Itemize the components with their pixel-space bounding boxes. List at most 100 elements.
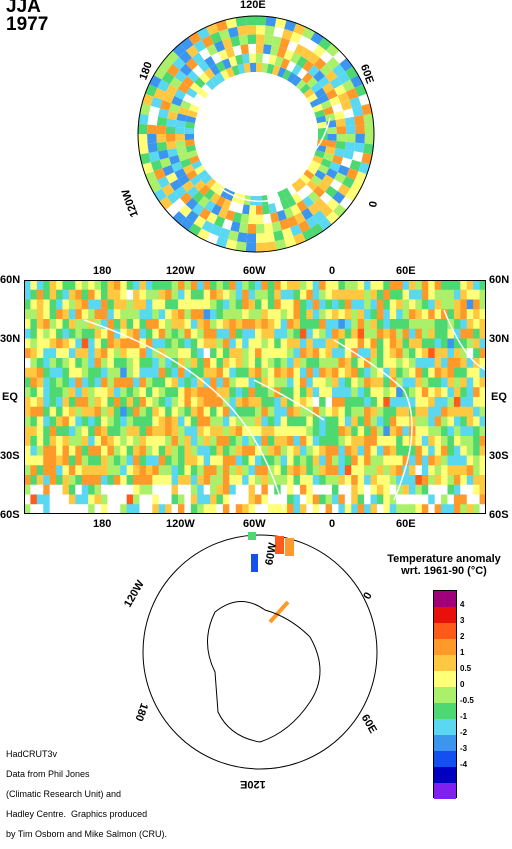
anomaly-cell <box>133 436 140 447</box>
anomaly-cell <box>344 475 352 486</box>
anomaly-cell <box>306 358 314 369</box>
anomaly-cell <box>460 387 468 398</box>
anomaly-cell <box>107 426 115 437</box>
anomaly-cell <box>216 358 224 369</box>
anomaly-cell <box>120 328 128 339</box>
anomaly-cell <box>68 426 76 437</box>
anomaly-cell <box>473 348 480 359</box>
anomaly-cell <box>325 319 333 330</box>
anomaly-cell <box>396 397 403 408</box>
anomaly-cell <box>68 484 76 495</box>
anomaly-cell <box>197 426 205 437</box>
right-lat-30n: 30N <box>489 333 510 345</box>
anomaly-cell <box>235 280 243 291</box>
anomaly-cell <box>370 406 378 417</box>
anomaly-cell <box>24 426 31 437</box>
anomaly-cell <box>177 152 189 162</box>
anomaly-cell <box>447 484 455 495</box>
anomaly-cell <box>107 348 115 359</box>
anomaly-cell <box>203 484 211 495</box>
anomaly-cell <box>357 338 365 349</box>
anomaly-cell <box>133 289 140 300</box>
anomaly-cell <box>222 328 230 339</box>
anomaly-cell <box>152 406 160 417</box>
anomaly-cell <box>49 426 57 437</box>
anomaly-cell <box>280 289 288 300</box>
anomaly-cell <box>107 377 115 388</box>
anomaly-cell <box>441 328 448 339</box>
anomaly-cell <box>197 169 209 180</box>
anomaly-cell <box>280 475 288 486</box>
anomaly-cell <box>314 109 325 118</box>
anomaly-cell <box>337 91 350 104</box>
anomaly-cell <box>267 387 275 398</box>
anomaly-cell <box>428 397 436 408</box>
anomaly-cell <box>30 348 38 359</box>
anomaly-cell <box>139 436 147 447</box>
anomaly-cell <box>198 184 211 196</box>
anomaly-cell <box>325 445 333 456</box>
anomaly-cell <box>344 280 352 291</box>
anomaly-cell <box>351 445 359 456</box>
anomaly-cell <box>274 494 282 505</box>
anomaly-cell <box>276 209 287 222</box>
anomaly-cell <box>342 176 355 189</box>
anomaly-cell <box>447 289 455 300</box>
anomaly-cell <box>303 88 315 99</box>
anomaly-cell <box>24 436 31 447</box>
anomaly-cell <box>36 348 44 359</box>
anomaly-cell <box>339 57 353 72</box>
anomaly-cell <box>101 377 108 388</box>
anomaly-cell <box>402 367 410 378</box>
anomaly-cell <box>267 475 275 486</box>
anomaly-cell <box>396 348 403 359</box>
anomaly-cell <box>447 465 455 476</box>
anomaly-cell <box>453 475 461 486</box>
anomaly-cell <box>210 504 217 514</box>
anomaly-cell <box>68 299 76 310</box>
anomaly-cell <box>344 309 352 320</box>
anomaly-cell <box>120 338 128 349</box>
anomaly-cell <box>319 358 326 369</box>
anomaly-cell <box>370 358 378 369</box>
anomaly-cell <box>210 416 217 427</box>
anomaly-cell <box>24 358 31 369</box>
anomaly-cell <box>184 445 192 456</box>
anomaly-cell <box>56 416 63 427</box>
anomaly-cell <box>319 426 326 437</box>
anomaly-cell <box>310 223 324 237</box>
anomaly-cell <box>68 397 76 408</box>
anomaly-cell <box>351 465 359 476</box>
anomaly-cell <box>357 436 365 447</box>
anomaly-cell <box>222 436 230 447</box>
anomaly-cell <box>306 416 314 427</box>
anomaly-cell <box>306 367 314 378</box>
anomaly-cell <box>453 387 461 398</box>
anomaly-cell <box>434 436 442 447</box>
anomaly-cell <box>262 53 271 64</box>
anomaly-cell <box>293 309 301 320</box>
anomaly-cell <box>276 46 287 59</box>
anomaly-cell <box>193 215 207 229</box>
anomaly-cell <box>274 358 282 369</box>
anomaly-cell <box>229 289 237 300</box>
anomaly-cell <box>286 215 299 228</box>
legend-swatch <box>434 671 456 687</box>
anomaly-cell <box>120 436 128 447</box>
anomaly-cell <box>396 319 403 330</box>
anomaly-cell <box>190 299 198 310</box>
anomaly-cell <box>479 494 486 505</box>
anomaly-cell <box>319 319 326 330</box>
anomaly-cell <box>296 200 308 213</box>
anomaly-cell <box>156 141 168 152</box>
anomaly-cell <box>165 299 172 310</box>
anomaly-cell <box>332 367 339 378</box>
anomaly-cell <box>326 211 340 225</box>
anomaly-cell <box>107 455 115 466</box>
anomaly-cell <box>133 309 140 320</box>
anomaly-cell <box>197 406 205 417</box>
anomaly-cell <box>290 203 302 216</box>
anomaly-cell <box>197 367 205 378</box>
anomaly-cell <box>88 289 95 300</box>
anomaly-cell <box>210 367 217 378</box>
